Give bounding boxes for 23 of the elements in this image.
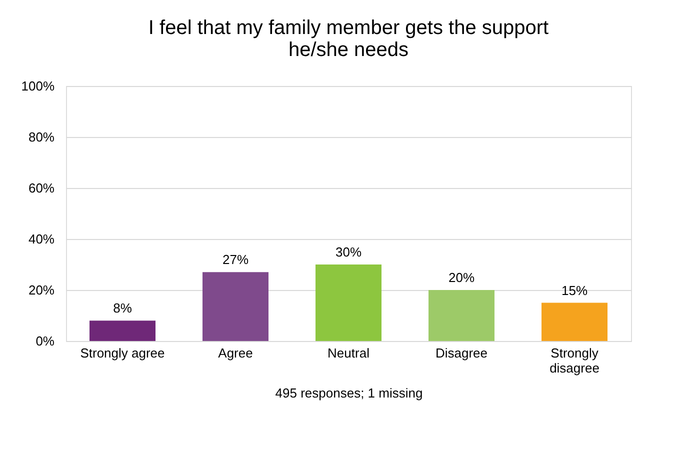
data-label: 20% xyxy=(448,270,475,285)
x-tick-label: Disagree xyxy=(435,346,488,360)
y-tick-label: 40% xyxy=(28,232,55,246)
bar xyxy=(542,302,608,341)
y-tick-label: 60% xyxy=(28,180,55,196)
data-label: 27% xyxy=(222,252,249,268)
x-tick-label: Strongly agree xyxy=(80,346,165,360)
bar xyxy=(316,264,382,341)
data-label: 30% xyxy=(335,244,362,260)
y-tick-label: 100% xyxy=(21,78,55,94)
x-tick-label: Agree xyxy=(218,346,253,360)
bar xyxy=(202,272,268,341)
y-tick-label: 0% xyxy=(36,334,55,348)
x-tick-label: Strongly disagree xyxy=(550,346,600,376)
bar xyxy=(428,290,494,341)
chart-title: I feel that my family member gets the support he/she needs xyxy=(148,17,550,61)
text: 495 responses; 1 missing xyxy=(275,386,423,400)
data-label: 15% xyxy=(561,282,588,298)
y-tick-label: 20% xyxy=(28,282,55,298)
y-tick-label: 80% xyxy=(28,130,55,144)
x-tick-label: Neutral xyxy=(328,346,370,360)
data-label: 8% xyxy=(113,300,132,316)
bar xyxy=(90,320,156,341)
